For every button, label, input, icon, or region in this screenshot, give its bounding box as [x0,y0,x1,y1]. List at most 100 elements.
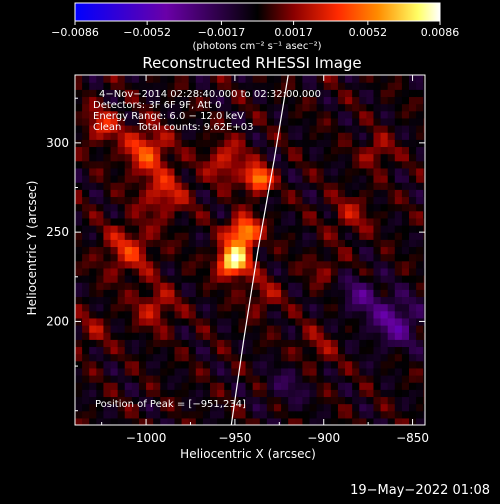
heatmap-cell [195,217,204,226]
heatmap-cell [266,260,275,269]
heatmap-cell [401,89,410,98]
heatmap-cell [288,253,296,262]
heatmap-cell [380,275,389,283]
heatmap-cell [224,375,232,383]
heatmap-cell [231,203,240,212]
heatmap-cell [160,367,168,376]
footer-date: 19−May−2022 01:08 [350,483,490,498]
heatmap-cell [423,246,425,255]
heatmap-cell [75,96,83,105]
heatmap-cell [202,332,211,340]
heatmap-cell [266,396,275,405]
heatmap-cell [224,382,232,390]
heatmap-cell [89,160,97,169]
heatmap-cell [146,382,154,390]
heatmap-cell [380,303,389,312]
heatmap-cell [202,289,211,298]
heatmap-cell [394,75,403,83]
heatmap-cell [89,332,97,340]
heatmap-cell [138,167,147,176]
heatmap-cell [401,360,410,369]
heatmap-cell [273,75,282,83]
heatmap-cell [252,225,261,233]
heatmap-cell [409,346,417,355]
heatmap-cell [138,353,147,362]
heatmap-cell [231,253,240,262]
heatmap-cell [217,125,225,133]
heatmap-cell [153,139,161,148]
heatmap-cell [337,146,346,155]
heatmap-cell [345,196,353,205]
heatmap-cell [409,146,417,155]
heatmap-cell [359,260,367,269]
heatmap-cell [89,389,97,398]
heatmap-cell [323,289,332,298]
heatmap-cell [266,96,275,105]
heatmap-cell [373,275,382,283]
heatmap-cell [359,403,367,412]
heatmap-cell [401,132,410,140]
heatmap-cell [238,146,247,155]
heatmap-cell [252,367,261,376]
heatmap-cell [231,167,240,176]
heatmap-cell [75,125,83,133]
heatmap-cell [96,360,105,369]
heatmap-cell [359,167,367,176]
heatmap-cell [252,132,261,140]
heatmap-cell [281,167,289,176]
heatmap-cell [110,282,119,290]
heatmap-cell [295,182,304,190]
heatmap-cell [202,82,211,90]
heatmap-cell [359,175,367,183]
heatmap-cell [295,275,304,283]
heatmap-cell [288,317,296,326]
heatmap-cell [245,82,254,90]
heatmap-cell [82,339,90,348]
heatmap-cell [160,232,168,240]
heatmap-cell [409,132,417,140]
heatmap-cell [423,132,425,140]
heatmap-cell [330,217,339,226]
heatmap-cell [217,232,225,240]
heatmap-cell [245,189,254,198]
heatmap-cell [416,275,424,283]
heatmap-cell [281,332,289,340]
heatmap-cell [323,103,332,112]
heatmap-cell [89,410,97,419]
heatmap-cell [124,389,133,398]
heatmap-cell [89,353,97,362]
heatmap-cell [352,246,360,255]
heatmap-cell [231,403,240,412]
heatmap-cell [174,417,183,425]
heatmap-cell [259,82,268,90]
heatmap-cell [259,110,268,119]
heatmap-cell [75,153,83,162]
heatmap-cell [181,325,190,333]
heatmap-cell [160,96,168,105]
heatmap-cell [337,367,346,376]
heatmap-cell [352,75,360,83]
heatmap-cell [295,232,304,240]
heatmap-cell [231,360,240,369]
heatmap-cell [352,289,360,298]
heatmap-cell [217,117,225,126]
heatmap-cell [359,146,367,155]
heatmap-cell [96,267,105,276]
heatmap-cell [373,310,382,319]
heatmap-cell [89,303,97,312]
heatmap-cell [323,139,332,148]
heatmap-cell [202,353,211,362]
heatmap-cell [110,82,119,90]
heatmap-cell [110,175,119,183]
heatmap-cell [323,403,332,412]
heatmap-cell [117,367,126,376]
heatmap-cell [210,75,218,83]
heatmap-cell [359,210,367,219]
heatmap-cell [288,110,296,119]
heatmap-cell [380,389,389,398]
heatmap-cell [160,346,168,355]
heatmap-cell [160,132,168,140]
heatmap-cell [153,267,161,276]
heatmap-cell [380,232,389,240]
heatmap-cell [110,253,119,262]
